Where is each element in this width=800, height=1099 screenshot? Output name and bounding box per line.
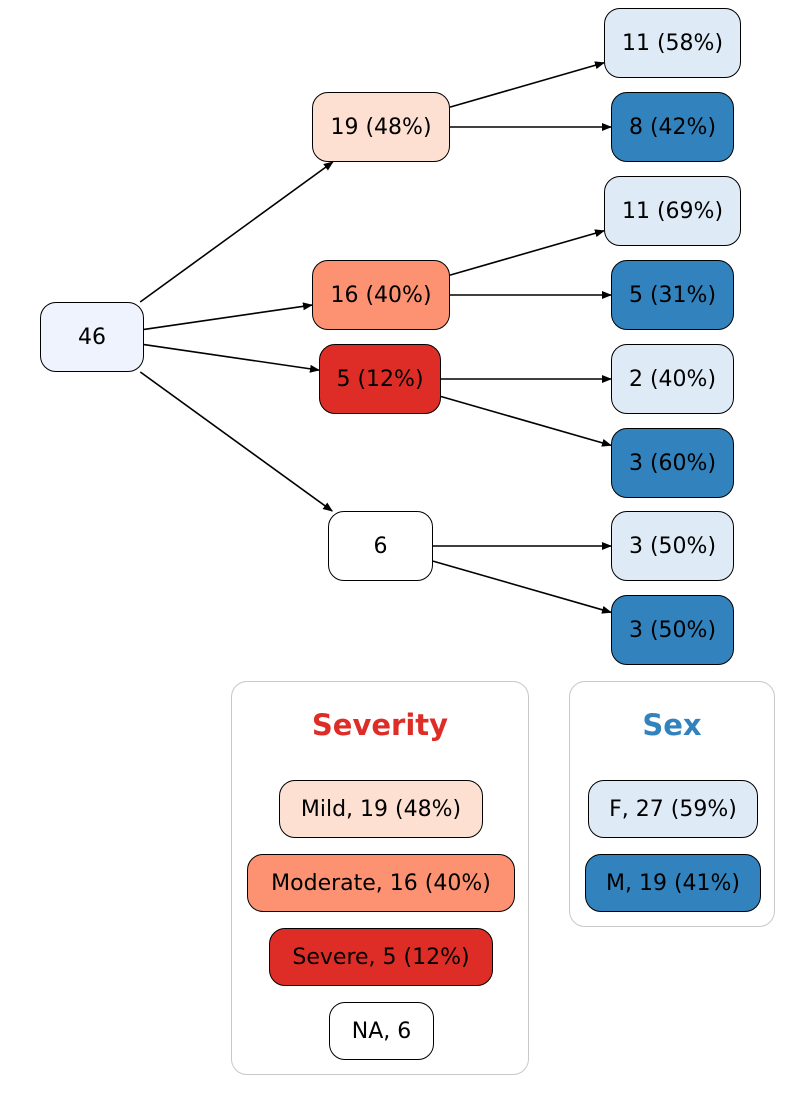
edge-moderate-to-moderate_f (449, 229, 605, 276)
sex-node-mild-male: 8 (42%) (611, 92, 734, 162)
legend-item-moderate: Moderate, 16 (40%) (247, 854, 515, 912)
sex-node-severe-male: 3 (60%) (611, 428, 734, 498)
sex-node-na-female: 3 (50%) (611, 511, 734, 581)
legend-severity: Severity Mild, 19 (48%) Moderate, 16 (40… (231, 681, 529, 1075)
sex-node-severe-female: 2 (40%) (611, 344, 734, 414)
edge-root-to-mild (139, 161, 334, 303)
legend-item-na: NA, 6 (329, 1002, 434, 1060)
sex-node-na-male: 3 (50%) (611, 595, 734, 665)
edge-root-to-severe (143, 343, 320, 373)
legend-item-male: M, 19 (41%) (585, 854, 761, 912)
edge-root-to-moderate (143, 302, 313, 331)
root-node: 46 (40, 302, 144, 372)
legend-item-female: F, 27 (59%) (588, 780, 758, 838)
severity-node-severe: 5 (12%) (319, 344, 441, 414)
edge-root-to-na (139, 371, 333, 512)
sex-node-moderate-male: 5 (31%) (611, 260, 734, 330)
legend-sex: Sex F, 27 (59%) M, 19 (41%) (569, 681, 775, 927)
edge-na-to-na_m (432, 560, 612, 614)
legend-sex-title: Sex (642, 708, 702, 742)
legend-item-mild: Mild, 19 (48%) (279, 780, 483, 838)
sex-node-mild-female: 11 (58%) (604, 8, 741, 78)
severity-node-mild: 19 (48%) (312, 92, 450, 162)
legend-severity-title: Severity (311, 708, 449, 742)
edge-severe-to-severe_m (440, 395, 612, 447)
sex-node-moderate-female: 11 (69%) (604, 176, 741, 246)
legend-item-severe: Severe, 5 (12%) (269, 928, 493, 986)
severity-node-moderate: 16 (40%) (312, 260, 450, 330)
edge-mild-to-mild_f (449, 61, 605, 108)
severity-node-na: 6 (328, 511, 433, 581)
